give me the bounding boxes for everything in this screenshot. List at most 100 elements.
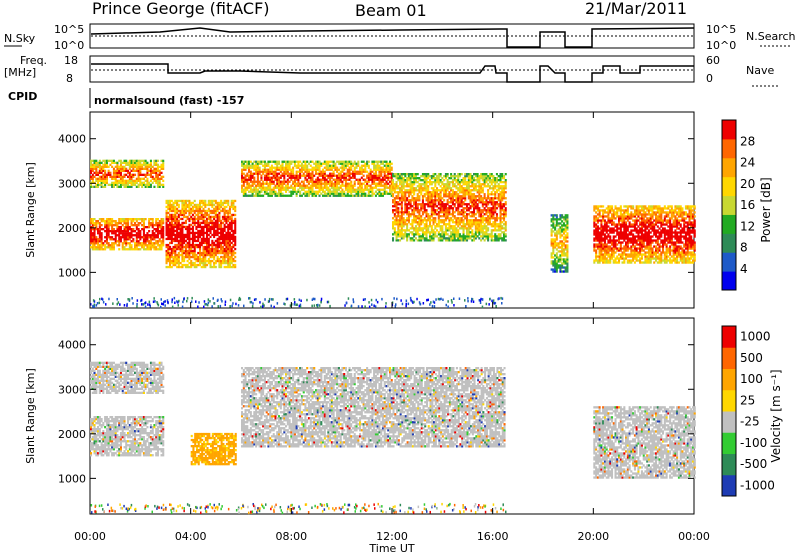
power-echo-cell (197, 231, 200, 235)
power-echo-cell (102, 228, 105, 231)
power-echo-cell (448, 229, 451, 232)
power-echo-cell (181, 201, 184, 205)
power-echo-cell (471, 197, 474, 200)
power-echo-cell (557, 222, 560, 225)
power-echo-cell (407, 207, 410, 210)
power-echo-cell (256, 178, 259, 181)
power-echo-cell (474, 229, 477, 232)
power-echo-cell (393, 231, 396, 234)
power-echo-cell (481, 191, 484, 194)
power-echo-cell (367, 180, 370, 183)
power-echo-cell (421, 187, 424, 190)
power-echo-cell (564, 244, 567, 247)
power-echo-cell (213, 207, 216, 211)
power-echo-cell (97, 240, 100, 243)
power-echo-cell (360, 170, 363, 173)
power-echo-cell (481, 179, 484, 182)
power-echo-cell (146, 232, 149, 235)
power-echo-cell (395, 177, 398, 180)
power-echo-cell (309, 176, 312, 179)
power-echo-cell (183, 215, 186, 219)
power-echo-cell (209, 209, 212, 213)
power-echo-cell (241, 184, 244, 187)
power-echo-cell (302, 164, 305, 167)
power-echo-cell (488, 197, 491, 200)
power-echo-cell (460, 203, 463, 206)
power-echo-cell (464, 225, 467, 228)
power-echo-cell (397, 235, 400, 238)
power-echo-cell (453, 205, 456, 208)
power-echo-cell (195, 239, 198, 243)
power-echo-cell (98, 232, 101, 235)
power-echo-cell (248, 162, 251, 165)
power-echo-cell (425, 213, 428, 216)
power-echo-cell (193, 255, 196, 259)
power-echo-cell (288, 160, 291, 163)
power-echo-cell (206, 241, 209, 245)
power-echo-cell (144, 238, 147, 241)
power-echo-cell (474, 183, 477, 186)
power-echo-cell (290, 172, 293, 175)
power-echo-cell (270, 170, 273, 173)
power-echo-cell (346, 182, 349, 185)
power-echo-cell (434, 211, 437, 214)
power-echo-cell (504, 225, 507, 228)
power-echo-cell (162, 236, 165, 239)
power-echo-cell (220, 251, 223, 255)
power-echo-cell (420, 187, 423, 190)
power-echo-cell (128, 238, 131, 241)
power-echo-cell (385, 190, 388, 193)
power-echo-cell (179, 227, 182, 231)
power-echo-cell (473, 239, 476, 242)
power-echo-cell (213, 217, 216, 221)
power-echo-cell (402, 217, 405, 220)
power-echo-cell (158, 181, 161, 184)
power-echo-cell (346, 192, 349, 195)
power-echo-cell (334, 166, 337, 169)
power-echo-cell (490, 225, 493, 228)
power-echo-cell (467, 233, 470, 236)
power-echo-cell (193, 233, 196, 237)
power-echo-cell (109, 248, 112, 251)
power-echo-cell (107, 226, 110, 229)
power-echo-cell (395, 221, 398, 224)
power-echo-cell (170, 199, 173, 203)
power-echo-cell (263, 174, 266, 177)
power-echo-cell (221, 233, 224, 237)
power-echo-cell (191, 225, 194, 229)
power-echo-cell (221, 261, 224, 265)
power-echo-cell (98, 236, 101, 239)
power-echo-cell (177, 261, 180, 265)
power-echo-cell (566, 270, 569, 273)
power-echo-cell (469, 179, 472, 182)
power-echo-cell (228, 241, 231, 245)
power-echo-cell (343, 178, 346, 181)
power-echo-cell (172, 205, 175, 209)
power-echo-cell (141, 165, 144, 168)
power-echo-cell (155, 228, 158, 231)
power-echo-cell (199, 205, 202, 209)
power-echo-cell (389, 192, 392, 195)
power-echo-cell (437, 211, 440, 214)
power-echo-cell (494, 239, 497, 242)
power-echo-cell (227, 225, 230, 229)
power-echo-cell (193, 251, 196, 255)
power-echo-cell (227, 227, 230, 231)
power-echo-cell (119, 175, 122, 178)
power-echo-cell (256, 176, 259, 179)
power-echo-cell (170, 229, 173, 233)
power-echo-cell (151, 165, 154, 168)
power-echo-cell (207, 247, 210, 251)
power-echo-cell (425, 215, 428, 218)
power-echo-cell (390, 174, 393, 177)
power-echo-cell (329, 174, 332, 177)
power-echo-cell (119, 159, 122, 162)
power-echo-cell (293, 182, 296, 185)
power-echo-cell (425, 223, 428, 226)
power-echo-cell (492, 239, 495, 242)
power-echo-cell (283, 172, 286, 175)
power-echo-cell (263, 192, 266, 195)
power-echo-cell (400, 193, 403, 196)
power-echo-cell (90, 183, 93, 186)
power-echo-cell (149, 236, 152, 239)
